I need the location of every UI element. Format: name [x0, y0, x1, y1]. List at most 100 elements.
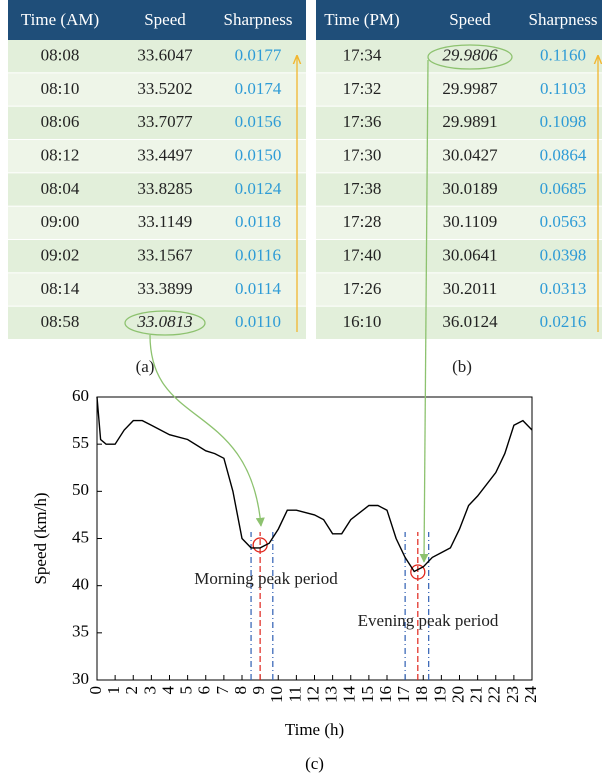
table-row-bg — [316, 140, 602, 173]
x-tick-label: 6 — [195, 686, 214, 695]
x-tick-label: 21 — [467, 686, 486, 703]
x-tick-label: 10 — [267, 686, 286, 703]
table-cell: 33.1567 — [137, 246, 193, 265]
table-cell: 08:08 — [41, 46, 80, 65]
table-header-bg — [8, 0, 306, 40]
table-row-bg — [8, 273, 306, 306]
table-cell: 0.0124 — [235, 179, 282, 198]
table-cell: 29.9806 — [442, 46, 498, 65]
x-tick-label: 3 — [140, 686, 159, 695]
x-tick-label: 13 — [322, 686, 341, 703]
speed-line — [96, 396, 533, 573]
x-axis-label: Time (h) — [285, 720, 344, 739]
table-cell: 33.7077 — [137, 112, 193, 131]
table-cell: 17:28 — [343, 212, 382, 231]
table-cell: 08:12 — [41, 146, 80, 165]
annotation: Evening peak period — [358, 611, 499, 630]
table-cell: 08:10 — [41, 79, 80, 98]
table-cell: 0.0118 — [235, 212, 281, 231]
table-cell: 17:32 — [343, 79, 382, 98]
header-cell: Speed — [144, 10, 186, 29]
table-cell: 0.1103 — [540, 79, 586, 98]
table-cell: 33.4497 — [137, 146, 193, 165]
table-cell: 33.0813 — [136, 312, 192, 331]
x-tick-label: 11 — [285, 686, 304, 702]
table-cell: 09:02 — [41, 246, 80, 265]
y-tick-label: 60 — [72, 386, 89, 405]
table-cell: 17:36 — [343, 112, 382, 131]
x-tick-label: 8 — [231, 686, 250, 695]
table-cell: 30.0189 — [442, 179, 497, 198]
x-tick-label: 12 — [303, 686, 322, 703]
table-cell: 0.0864 — [540, 146, 587, 165]
highlight-ellipse — [124, 310, 206, 336]
table-cell: 0.0114 — [235, 279, 282, 298]
table-cell: 09:00 — [41, 212, 80, 231]
table-cell: 08:06 — [41, 112, 80, 131]
x-tick-label: 4 — [158, 686, 177, 695]
table-row-bg — [316, 240, 602, 273]
y-tick-label: 45 — [72, 527, 89, 546]
table-cell: 08:58 — [41, 312, 80, 331]
header-cell: Time (PM) — [324, 10, 399, 29]
x-tick-label: 16 — [376, 686, 395, 703]
chart-label: (c) — [305, 754, 324, 773]
header-cell: Sharpness — [529, 10, 598, 29]
x-tick-label: 7 — [213, 686, 232, 695]
table-row-bg — [8, 40, 306, 73]
table-label: (a) — [136, 357, 155, 376]
y-tick-label: 40 — [72, 575, 89, 594]
plot-frame — [96, 396, 533, 681]
table-cell: 16:10 — [343, 312, 382, 331]
table-cell: 33.6047 — [137, 46, 193, 65]
x-tick-label: 0 — [86, 686, 105, 695]
table-cell: 08:04 — [41, 179, 80, 198]
table-cell: 17:26 — [343, 279, 382, 298]
table-cell: 0.1160 — [540, 46, 586, 65]
table-cell: 17:30 — [343, 146, 382, 165]
table-cell: 30.0427 — [442, 146, 498, 165]
table-cell: 0.0177 — [235, 46, 282, 65]
table-row-bg — [8, 206, 306, 239]
table-cell: 0.0398 — [540, 246, 587, 265]
table-cell: 33.8285 — [137, 179, 192, 198]
table-cell: 17:38 — [343, 179, 382, 198]
table-header-bg — [316, 0, 602, 40]
table-cell: 33.3899 — [137, 279, 192, 298]
table-row-bg — [316, 106, 602, 139]
x-tick-label: 19 — [430, 686, 449, 703]
table-cell: 0.0116 — [235, 246, 281, 265]
x-tick-label: 14 — [340, 686, 359, 704]
header-cell: Time (AM) — [21, 10, 99, 29]
table-row-bg — [8, 106, 306, 139]
table-cell: 0.0110 — [235, 312, 281, 331]
x-tick-label: 24 — [521, 686, 540, 704]
x-tick-label: 17 — [394, 686, 413, 704]
table-cell: 17:40 — [343, 246, 382, 265]
table-cell: 30.1109 — [443, 212, 498, 231]
table-cell: 0.0563 — [540, 212, 587, 231]
table-row-bg — [316, 273, 602, 306]
annotation-overlay — [124, 44, 598, 563]
y-tick-label: 55 — [72, 433, 89, 452]
table-cell: 33.5202 — [137, 79, 192, 98]
table-cell: 0.0216 — [540, 312, 587, 331]
annotation: Morning peak period — [194, 569, 338, 588]
tables: Time (AM) Speed Sharpness 08:08 33.6047 0.017… — [8, 0, 602, 376]
table-row-bg — [8, 73, 306, 106]
table-label: (b) — [452, 357, 472, 376]
x-tick-label: 18 — [412, 686, 431, 703]
table-cell: 0.0150 — [235, 146, 282, 165]
y-tick-label: 35 — [72, 622, 89, 641]
link-arrow — [419, 59, 429, 563]
x-tick-label: 15 — [358, 686, 377, 703]
y-tick-label: 50 — [72, 480, 89, 499]
table-row-bg — [316, 306, 602, 339]
table-cell: 36.0124 — [442, 312, 498, 331]
table-cell: 0.0174 — [235, 79, 282, 98]
x-tick-label: 9 — [249, 686, 268, 695]
table-cell: 0.0313 — [540, 279, 587, 298]
table-cell: 30.0641 — [442, 246, 497, 265]
